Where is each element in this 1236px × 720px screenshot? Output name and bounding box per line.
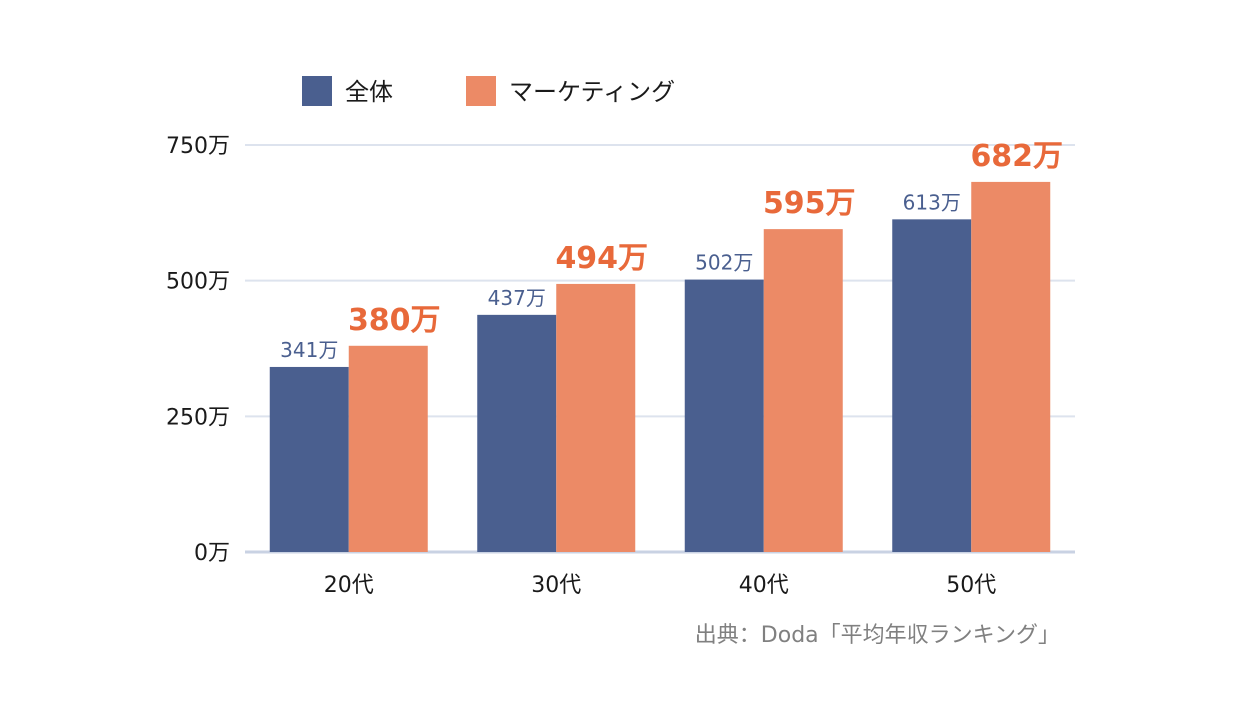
data-label-marketing: 595万 [763, 186, 856, 221]
x-tick-label: 50代 [946, 573, 996, 598]
y-tick-label: 750万 [166, 134, 230, 159]
bar-marketing [763, 229, 843, 552]
y-axis: 0万 250万 500万 750万 [166, 134, 230, 566]
y-tick-label: 0万 [194, 541, 230, 566]
data-label-marketing: 494万 [555, 241, 648, 276]
x-tick-label: 40代 [739, 573, 789, 598]
data-label-marketing: 682万 [970, 139, 1063, 174]
x-tick-label: 20代 [324, 573, 374, 598]
bar-all [892, 219, 972, 552]
data-label-all: 502万 [695, 251, 753, 275]
bar-all [477, 314, 557, 552]
data-label-all: 341万 [280, 338, 338, 362]
source-note: 出典：Doda「平均年収ランキング」 [695, 623, 1060, 648]
bars [269, 181, 1051, 552]
x-tick-label: 30代 [531, 573, 581, 598]
bar-marketing [556, 283, 636, 552]
data-label-all: 613万 [903, 190, 961, 214]
bar-marketing [971, 181, 1051, 552]
legend-swatch-marketing [466, 76, 496, 106]
legend-swatch-all [302, 76, 332, 106]
data-label-all: 437万 [488, 286, 546, 310]
data-labels: 341万 380万 437万 494万 502万 595万 613万 682万 [280, 139, 1063, 362]
bar-all [684, 279, 764, 552]
bar-all [269, 366, 349, 552]
y-tick-label: 250万 [166, 405, 230, 430]
bar-marketing [348, 345, 428, 552]
y-tick-label: 500万 [166, 270, 230, 295]
x-axis: 20代 30代 40代 50代 [324, 573, 997, 598]
legend: 全体 マーケティング [302, 76, 675, 106]
legend-label-all: 全体 [345, 78, 393, 106]
data-label-marketing: 380万 [348, 303, 441, 338]
legend-label-marketing: マーケティング [509, 78, 675, 106]
